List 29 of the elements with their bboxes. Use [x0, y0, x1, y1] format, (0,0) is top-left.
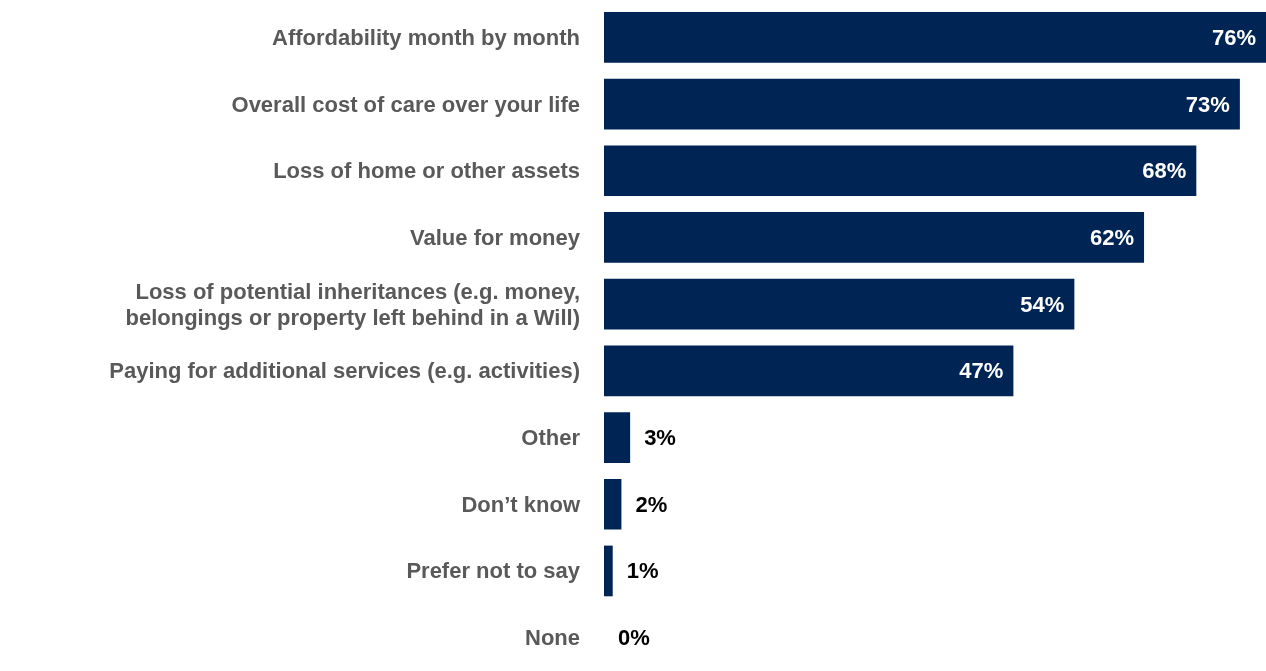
bar: [604, 212, 1145, 263]
y-tick-label: Affordability month by month: [272, 24, 580, 50]
y-tick-label: Loss of potential inheritances (e.g. money, belongings or property left behind in a Will): [125, 278, 580, 330]
y-tick-label: None: [525, 625, 580, 651]
data-label: 73%: [1185, 91, 1230, 117]
data-label: 2%: [635, 491, 668, 517]
data-label: 68%: [1142, 158, 1187, 184]
y-tick-label: Prefer not to say: [406, 558, 581, 584]
bar: [604, 478, 622, 530]
y-tick-label: Paying for additional services (e.g. activities): [109, 358, 580, 384]
bar: [604, 412, 631, 463]
data-label: 62%: [1090, 224, 1135, 250]
data-label: 76%: [1211, 24, 1256, 50]
y-tick-label: Don’t know: [461, 491, 581, 517]
data-label: 3%: [644, 425, 676, 451]
data-label: 47%: [959, 358, 1004, 384]
data-label: 1%: [626, 558, 659, 584]
bar: [604, 545, 613, 597]
y-tick-label: Value for money: [410, 224, 581, 250]
data-label: 0%: [618, 625, 650, 651]
y-tick-label: Overall cost of care over your life: [231, 91, 580, 117]
bar: [604, 145, 1197, 197]
bar: [604, 12, 1266, 63]
data-label: 54%: [1020, 291, 1065, 317]
y-tick-label: Loss of home or other assets: [273, 158, 580, 184]
bar: [604, 345, 1014, 397]
y-tick-label: Other: [521, 425, 581, 451]
bar: [604, 78, 1240, 130]
bar: [604, 278, 1075, 330]
